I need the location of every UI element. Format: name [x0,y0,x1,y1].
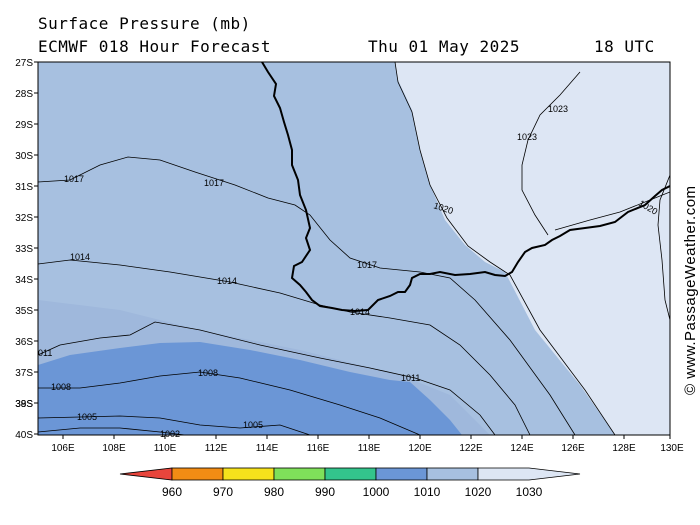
forecast-time: 18 UTC [594,37,655,56]
band-1000-1010 [38,342,462,435]
isobar-1023-b [657,174,670,321]
isobar-label: 1014 [70,252,90,262]
map-area [38,62,670,435]
coastline [261,62,670,313]
lat-label: 27S [15,58,33,69]
legend-label: 1030 [516,485,543,499]
lat-label: 31S [15,182,33,193]
legend-label: 1010 [414,485,441,499]
isobar-1005 [38,415,311,435]
legend-swatch-970 [171,467,224,481]
isobar-label: 1017 [357,260,377,270]
map-title: Surface Pressure (mb) [38,14,251,33]
isobar-label: 1011 [401,373,420,383]
lon-label: 106E [51,443,75,454]
lon-label: 114E [256,443,279,454]
lon-label: 116E [307,443,330,454]
lat-label: 40S [15,430,33,441]
forecast-date: Thu 01 May 2025 [368,37,520,56]
isobar-lines [38,62,670,435]
lat-label: 28S [15,89,33,100]
isobar-label: 1008 [198,368,218,378]
lat-label: 29S [15,120,33,131]
legend-swatch-1020 [426,467,479,481]
forecast-subtitle: ECMWF 018 Hour Forecast [38,37,272,56]
isobar-label: 1023 [517,132,537,142]
lat-label: 34S [15,275,33,286]
lon-label: 120E [408,443,432,454]
legend-label: 970 [213,485,233,499]
longitude-labels: 106E 108E 110E 112E 114E 116E 118E 120E … [51,443,684,454]
lon-label: 122E [459,443,483,454]
isobar-1020 [394,62,616,435]
legend-swatch-990 [273,467,326,481]
lat-label: 39S [15,399,33,410]
isobar-label: 1005 [77,412,97,422]
lat-label: 32S [15,213,33,224]
legend-label: 960 [162,485,182,499]
lat-label: 37S [15,368,33,379]
lat-label: 35S [15,306,33,317]
credit-text: © www.PassageWeather.com [682,185,699,395]
isobar-labels: 1023 1023 1020 1020 1017 1017 1017 1014 … [38,104,659,439]
lon-label: 118E [358,443,381,454]
latitude-labels: 27S 28S 29S 30S 31S 32S 33S 34S 35S 36S … [15,58,33,410]
legend-swatch-980 [222,467,275,481]
isobar-label: 1014 [350,307,370,317]
axis-ticks [34,61,671,439]
isobar-1017-north [38,156,576,435]
isobar-label: 1017 [64,174,84,184]
legend: 960 970 980 990 1000 1010 1020 1030 [119,467,581,499]
lon-label: 108E [102,443,126,454]
lat-label: 33S [15,244,33,255]
isobar-1023-a [521,71,581,236]
isobar-label: 1002 [160,429,180,439]
lon-label: 124E [510,443,534,454]
legend-swatch-960 [119,467,173,481]
lon-label: 112E [205,443,228,454]
legend-label: 980 [264,485,284,499]
lon-label: 110E [154,443,177,454]
lon-label: 130E [660,443,684,454]
legend-label: 1020 [465,485,492,499]
legend-label: 1000 [363,485,390,499]
isobar-label: 1023 [548,104,568,114]
legend-swatch-1010 [375,467,428,481]
isobar-label: 1005 [243,420,263,430]
isobar-label: 1017 [204,178,224,188]
legend-label: 990 [315,485,335,499]
lon-label: 128E [612,443,636,454]
isobar-label: 011 [38,348,52,358]
legend-swatch-1000 [324,467,377,481]
lat-label: 30S [15,151,33,162]
lat-label: 36S [15,337,33,348]
isobar-1011 [38,321,496,435]
isobar-1020-b [554,191,670,231]
legend-swatch-1030 [477,467,581,481]
isobar-1008 [38,371,421,435]
isobar-label: 1008 [51,382,71,392]
isobar-1002 [38,427,186,435]
lat-label: 38S [15,399,33,410]
isobar-label: 1014 [217,276,237,286]
lon-label: 126E [561,443,585,454]
